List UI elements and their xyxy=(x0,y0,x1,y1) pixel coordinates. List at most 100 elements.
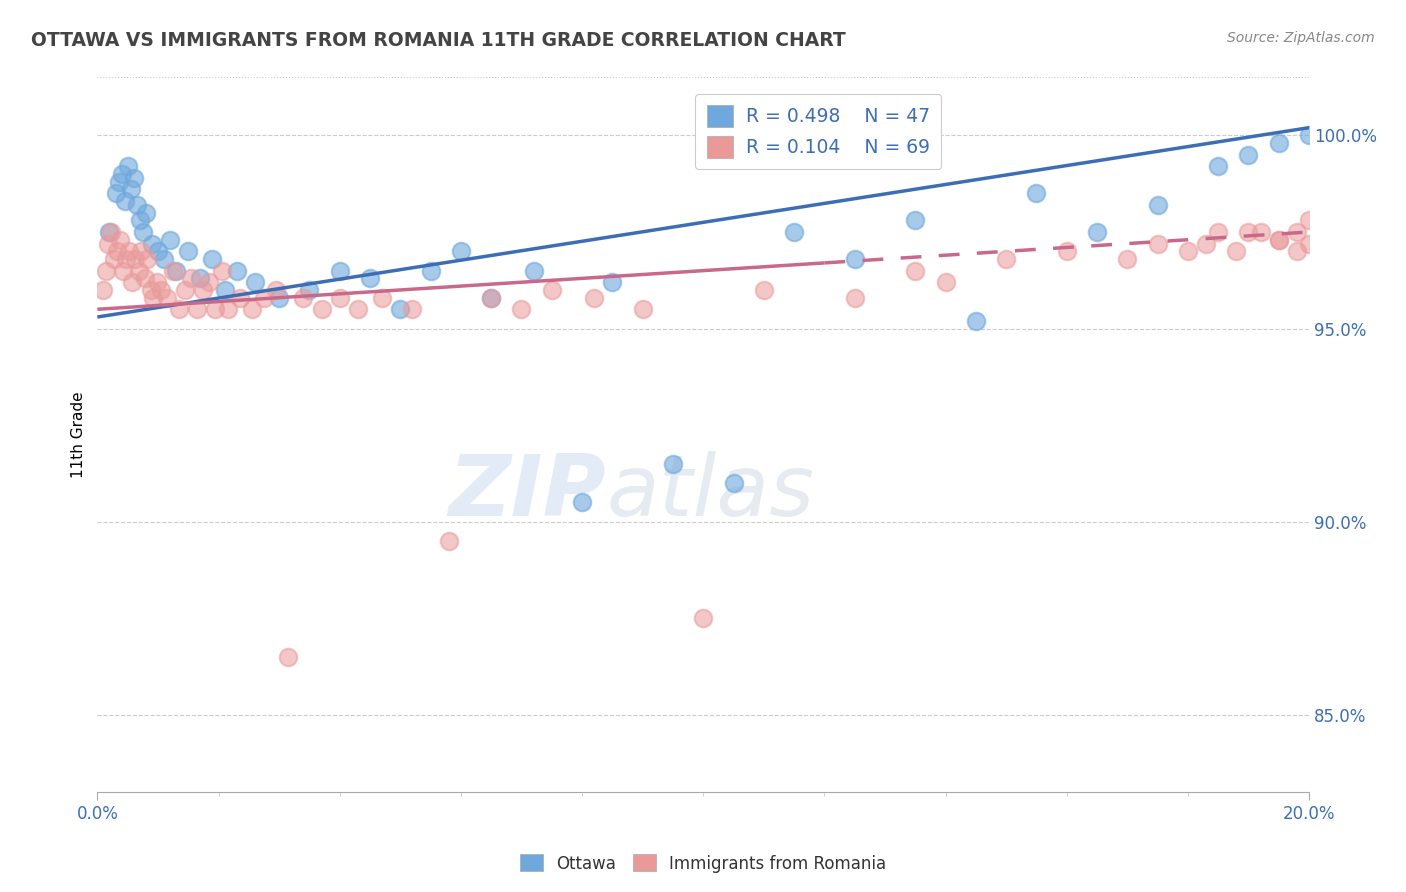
Point xyxy=(692,611,714,625)
Point xyxy=(510,302,533,317)
Point xyxy=(1250,225,1272,239)
Text: Source: ZipAtlas.com: Source: ZipAtlas.com xyxy=(1227,31,1375,45)
Point xyxy=(844,252,866,266)
Point xyxy=(124,252,146,266)
Point xyxy=(165,263,187,277)
Point xyxy=(114,194,136,208)
Point xyxy=(174,283,197,297)
Point xyxy=(1237,147,1260,161)
Point xyxy=(1237,225,1260,239)
Point xyxy=(329,291,352,305)
Point xyxy=(583,291,606,305)
Point xyxy=(98,225,121,239)
Point xyxy=(450,244,472,259)
Point xyxy=(1146,236,1168,251)
Point xyxy=(1206,159,1229,173)
Point xyxy=(129,244,152,259)
Point xyxy=(401,302,423,317)
Point xyxy=(122,170,145,185)
Point xyxy=(167,302,190,317)
Point xyxy=(264,283,287,297)
Point xyxy=(243,275,266,289)
Point xyxy=(1195,236,1218,251)
Point xyxy=(1056,244,1078,259)
Point xyxy=(329,263,352,277)
Point xyxy=(159,233,181,247)
Point xyxy=(132,225,155,239)
Point xyxy=(110,167,132,181)
Point xyxy=(1285,225,1308,239)
Point xyxy=(177,244,200,259)
Point xyxy=(1285,244,1308,259)
Point xyxy=(571,495,593,509)
Text: atlas: atlas xyxy=(606,450,814,533)
Point xyxy=(180,271,202,285)
Point xyxy=(752,283,775,297)
Point xyxy=(311,302,333,317)
Point xyxy=(125,198,148,212)
Point xyxy=(107,175,129,189)
Point xyxy=(128,263,150,277)
Point xyxy=(1225,244,1247,259)
Point xyxy=(1116,252,1139,266)
Point xyxy=(1298,236,1320,251)
Point xyxy=(522,263,544,277)
Point xyxy=(104,186,127,201)
Point xyxy=(1268,233,1291,247)
Point xyxy=(935,275,957,289)
Text: ZIP: ZIP xyxy=(449,450,606,533)
Point xyxy=(128,213,150,227)
Point xyxy=(118,244,141,259)
Point xyxy=(1085,225,1108,239)
Point xyxy=(479,291,502,305)
Point xyxy=(214,283,236,297)
Point xyxy=(904,213,927,227)
Point xyxy=(253,291,276,305)
Point xyxy=(1298,213,1320,227)
Point xyxy=(359,271,381,285)
Point xyxy=(149,283,172,297)
Point xyxy=(198,275,221,289)
Point xyxy=(371,291,394,305)
Point xyxy=(229,291,252,305)
Point xyxy=(103,252,125,266)
Point xyxy=(631,302,654,317)
Point xyxy=(479,291,502,305)
Point xyxy=(844,291,866,305)
Legend: R = 0.498    N = 47, R = 0.104    N = 69: R = 0.498 N = 47, R = 0.104 N = 69 xyxy=(696,94,942,169)
Point xyxy=(540,283,562,297)
Point xyxy=(723,476,745,491)
Point xyxy=(204,302,226,317)
Point xyxy=(115,252,138,266)
Point xyxy=(153,252,176,266)
Point xyxy=(211,263,233,277)
Text: OTTAWA VS IMMIGRANTS FROM ROMANIA 11TH GRADE CORRELATION CHART: OTTAWA VS IMMIGRANTS FROM ROMANIA 11TH G… xyxy=(31,31,845,50)
Point xyxy=(602,275,624,289)
Point xyxy=(110,233,132,247)
Point xyxy=(904,263,927,277)
Point xyxy=(111,263,134,277)
Point xyxy=(419,263,441,277)
Point xyxy=(134,271,156,285)
Point xyxy=(141,236,163,251)
Point xyxy=(146,244,169,259)
Point xyxy=(240,302,263,317)
Point xyxy=(105,244,128,259)
Point xyxy=(93,283,115,297)
Point xyxy=(120,182,142,196)
Point xyxy=(217,302,239,317)
Point xyxy=(97,236,120,251)
Point xyxy=(347,302,370,317)
Point xyxy=(188,271,211,285)
Point xyxy=(1146,198,1168,212)
Point xyxy=(292,291,315,305)
Point xyxy=(389,302,412,317)
Point xyxy=(96,263,118,277)
Point xyxy=(225,263,247,277)
Point xyxy=(1298,128,1320,143)
Point xyxy=(100,225,122,239)
Point xyxy=(1206,225,1229,239)
Point xyxy=(139,283,162,297)
Point xyxy=(135,205,157,219)
Point xyxy=(117,159,139,173)
